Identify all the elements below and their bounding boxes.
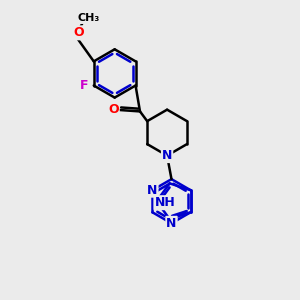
Text: N: N — [166, 217, 177, 230]
Text: N: N — [147, 184, 158, 197]
Text: O: O — [108, 103, 119, 116]
Text: NH: NH — [154, 196, 175, 209]
Text: O: O — [74, 26, 84, 39]
Text: N: N — [162, 149, 172, 162]
Text: CH₃: CH₃ — [78, 13, 100, 23]
Text: F: F — [80, 79, 88, 92]
